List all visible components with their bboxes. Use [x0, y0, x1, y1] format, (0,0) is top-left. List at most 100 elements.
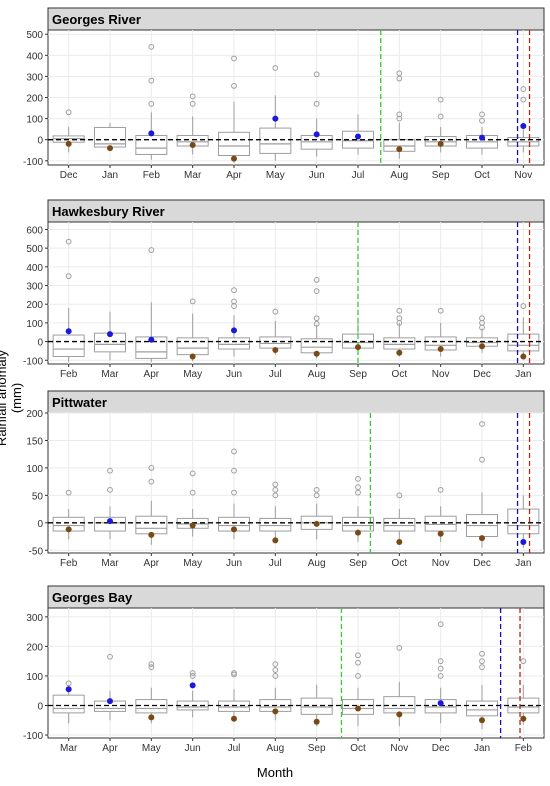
blue-point: [107, 331, 113, 338]
outlier-point: [272, 65, 279, 71]
outlier-point: [148, 661, 155, 668]
y-tick-label: 200: [26, 300, 43, 311]
brown-point: [189, 522, 196, 529]
brown-point: [437, 346, 444, 353]
plot-area: [47, 412, 545, 554]
outlier-point: [231, 489, 237, 496]
y-tick-label: 100: [26, 115, 43, 126]
blue-point: [520, 122, 527, 129]
outlier-point: [231, 467, 237, 474]
outlier-point: [107, 653, 113, 660]
outlier-point: [189, 670, 196, 676]
brown-point: [479, 717, 485, 724]
brown-point: [355, 705, 361, 712]
outlier-point: [189, 93, 196, 100]
outlier-point: [355, 475, 361, 482]
brown-point: [479, 535, 485, 542]
outlier-point: [313, 486, 320, 493]
outlier-point: [65, 109, 72, 116]
x-tick-label: Jul: [269, 369, 282, 380]
outlier-point: [313, 71, 320, 78]
outlier-point: [396, 70, 403, 77]
outlier-point: [313, 315, 320, 322]
outlier-point: [396, 111, 403, 118]
outlier-point: [231, 670, 237, 676]
outlier-point: [231, 55, 237, 62]
outlier-point: [107, 486, 113, 493]
outlier-point: [437, 307, 444, 314]
outlier-point: [148, 100, 155, 107]
outlier-point: [231, 298, 237, 305]
y-tick-label: 100: [26, 672, 43, 683]
brown-point: [479, 343, 485, 350]
y-tick-label: 600: [26, 225, 43, 236]
panel-title: Pittwater: [52, 395, 107, 410]
box: [466, 700, 498, 717]
box: [300, 338, 333, 354]
brown-point: [437, 140, 444, 147]
outlier-point: [189, 100, 196, 107]
outlier-point: [231, 448, 237, 455]
blue-point: [355, 133, 361, 140]
box: [52, 694, 85, 714]
box: [259, 517, 292, 532]
y-tick-label: -100: [23, 157, 43, 168]
x-tick-label: Apr: [226, 170, 242, 181]
panel-3: Pittwater -50 0 50 100 150 200 Feb Mar Apr May Jun J…: [26, 390, 545, 569]
outlier-point: [231, 287, 237, 294]
outlier-point: [479, 111, 485, 118]
panel-title: Hawkesbury River: [52, 204, 165, 219]
outlier-point: [313, 320, 320, 327]
box: [507, 333, 540, 352]
outlier-point: [272, 667, 279, 673]
outlier-point: [437, 621, 444, 628]
blue-point: [272, 115, 279, 122]
outlier-point: [479, 315, 485, 322]
box: [135, 515, 168, 535]
x-tick-label: Jan: [515, 558, 531, 569]
y-tick-label: -100: [23, 731, 43, 742]
box: [424, 699, 457, 714]
brown-point: [107, 145, 113, 152]
y-tick-label: 200: [26, 642, 43, 653]
outlier-point: [272, 308, 279, 315]
x-tick-label: Sep: [349, 369, 367, 380]
outlier-point: [479, 117, 485, 124]
x-tick-label: Apr: [144, 558, 160, 569]
outlier-point: [189, 489, 196, 496]
brown-point: [65, 140, 72, 147]
outlier-point: [520, 86, 527, 92]
x-tick-label: Nov: [432, 558, 450, 569]
x-tick-label: Jun: [226, 558, 242, 569]
x-tick-label: Jan: [515, 369, 531, 380]
x-tick-label: Dec: [60, 170, 78, 181]
y-tick-label: 500: [26, 244, 43, 255]
outlier-point: [437, 665, 444, 672]
outlier-point: [313, 100, 320, 107]
brown-point: [272, 537, 279, 544]
x-tick-label: Feb: [60, 369, 78, 380]
outlier-point: [479, 650, 485, 657]
x-tick-label: Oct: [392, 369, 408, 380]
outlier-point: [148, 43, 155, 50]
outlier-point: [520, 96, 527, 103]
y-tick-label: -100: [23, 356, 43, 367]
outlier-point: [437, 486, 444, 493]
outlier-point: [65, 238, 72, 245]
brown-point: [65, 526, 72, 533]
outlier-point: [107, 467, 113, 474]
panel-2: Hawkesbury River -100 0 100 200 300 400 500 600 F…: [23, 199, 545, 380]
x-tick-label: Mar: [101, 369, 119, 380]
y-tick-label: 300: [26, 282, 43, 293]
brown-point: [396, 711, 403, 718]
box: [342, 130, 374, 149]
brown-point: [148, 714, 155, 721]
outlier-point: [313, 492, 320, 499]
outlier-point: [355, 659, 361, 666]
y-axis-label: Rainfall anomaly (mm): [0, 349, 24, 447]
outlier-point: [355, 484, 361, 491]
box: [424, 515, 457, 532]
outlier-point: [65, 680, 72, 687]
brown-point: [355, 529, 361, 536]
x-tick-label: Feb: [515, 743, 533, 754]
